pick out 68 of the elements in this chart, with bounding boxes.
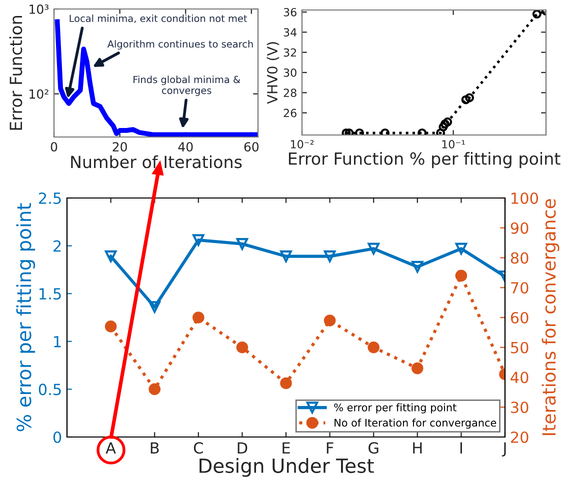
point [368, 242, 380, 255]
point [324, 250, 336, 262]
x-axis-title: Error Function % per fitting point [288, 152, 560, 168]
x-tick-label: 40 [178, 142, 193, 152]
point [192, 312, 204, 324]
x-tick-label: 10⁻¹ [442, 140, 465, 148]
annotation: Algorithm continues to search [107, 40, 253, 50]
x-tick-label: H [413, 442, 422, 454]
point [148, 383, 161, 396]
x-tick-label: 60 [244, 142, 259, 152]
x-tick-label: A [106, 442, 116, 454]
point [236, 341, 248, 354]
point [192, 234, 204, 246]
y2-tick-label: 30 [511, 402, 528, 414]
point [104, 250, 117, 262]
y-tick-label: 34 [284, 28, 297, 37]
y2-tick-label: 70 [511, 282, 528, 294]
x-tick-label: D [238, 442, 248, 454]
point [455, 242, 468, 255]
y-tick-label: 0.5 [38, 384, 61, 396]
x-tick-label: E [282, 442, 290, 454]
point [148, 301, 161, 313]
y-tick-label: 36 [284, 8, 296, 16]
x-tick-label: G [368, 442, 378, 454]
point [455, 270, 468, 282]
y-tick-label: 30 [284, 68, 296, 77]
legend-label: No of Iteration for convergance [334, 418, 496, 429]
y-tick-label: 26 [284, 108, 296, 118]
point [368, 341, 380, 354]
x-tick-label: 20 [112, 142, 127, 152]
y-tick-label: 10² [30, 89, 48, 99]
y-tick-label: 1 [54, 336, 61, 348]
y-axis-title: Error Function [9, 16, 22, 130]
y-tick-label: 1.5 [40, 288, 61, 300]
y-tick-label: 32 [284, 48, 296, 57]
y-tick-label: 2.5 [38, 192, 61, 204]
y-axis-title: VHV0 (V) [266, 42, 280, 104]
x-tick-label: C [194, 442, 203, 454]
y-tick-label: 2 [54, 240, 61, 252]
point [280, 377, 292, 390]
point [104, 320, 117, 332]
x-tick-label: F [326, 442, 334, 454]
legend-label: % error per fitting point [334, 403, 456, 414]
y2-tick-label: 100 [512, 192, 538, 204]
y-tick-label: 10³ [30, 4, 49, 14]
y2-tick-label: 60 [510, 312, 528, 324]
y2-tick-label: 90 [510, 222, 528, 234]
x-axis-title: Design Under Test [200, 458, 374, 477]
y-tick-label: 28 [284, 88, 296, 98]
point [411, 260, 424, 273]
y-axis-title: % error per fitting point [16, 203, 36, 432]
annotation: Local minima, exit condition not met [70, 14, 248, 24]
point [236, 238, 248, 250]
point [280, 250, 292, 262]
y-tick-label: 0 [53, 431, 62, 444]
y2-axis-title: Iterations for convergance [542, 199, 560, 436]
y2-tick-label: 20 [510, 431, 528, 444]
x-tick-label: 10⁻² [290, 140, 314, 148]
annotation: Finds global minima & converges [134, 76, 240, 96]
point [411, 362, 424, 374]
x-axis-title: Number of Iterations [71, 155, 242, 168]
x-tick-label: I [460, 442, 462, 454]
x-tick-label: B [150, 442, 159, 454]
y2-tick-label: 50 [511, 342, 528, 354]
y2-tick-label: 80 [510, 252, 528, 264]
point [324, 314, 336, 326]
x-tick-label: J [502, 442, 506, 457]
y2-tick-label: 40 [510, 372, 528, 384]
